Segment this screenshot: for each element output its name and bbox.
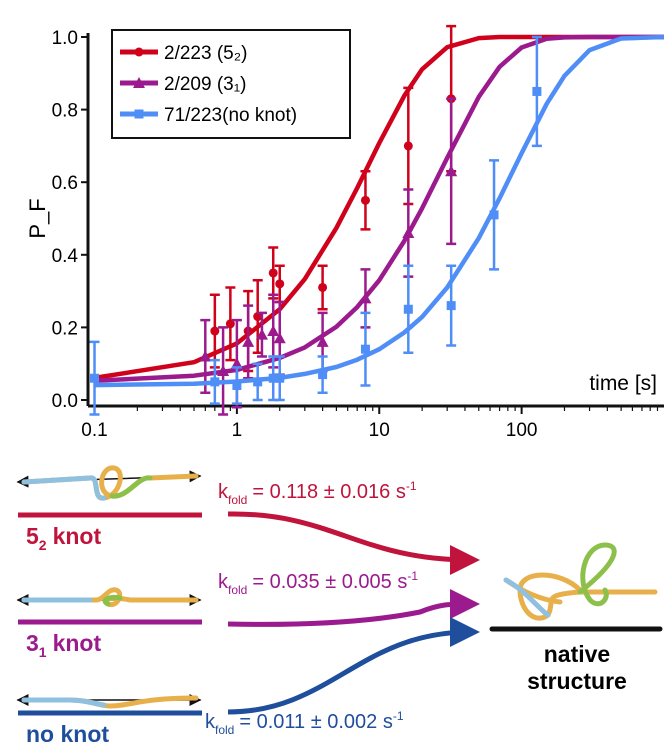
transition-arrow <box>227 511 480 575</box>
point <box>489 210 499 220</box>
point <box>255 328 268 340</box>
knot-label-main: 3 <box>26 630 39 656</box>
x-tick-label: 0.1 <box>81 420 107 441</box>
point <box>134 47 144 57</box>
point <box>360 344 370 354</box>
point <box>403 304 413 314</box>
knot-label: 31 knot <box>26 630 101 660</box>
y-axis-label: P_F <box>25 198 50 238</box>
rate-text: = 0.011 ± 0.002 s <box>239 711 393 733</box>
point <box>134 109 144 119</box>
y-tick-label: 0.4 <box>52 246 79 267</box>
point <box>268 373 278 383</box>
y-tick-label: 0.8 <box>52 101 78 122</box>
point <box>360 195 370 205</box>
point <box>253 312 263 322</box>
point <box>275 279 285 289</box>
point <box>359 292 372 304</box>
legend-label: 2/209 (3₁) <box>164 74 246 95</box>
point <box>402 227 415 239</box>
rate-sub: fold <box>215 723 234 737</box>
point <box>446 301 456 311</box>
point <box>225 319 235 329</box>
point <box>318 370 328 380</box>
rate-sub: fold <box>228 493 247 507</box>
point <box>210 377 220 387</box>
point <box>230 357 243 369</box>
rate-k: k <box>205 711 216 733</box>
point <box>232 380 242 390</box>
point <box>133 77 145 88</box>
point <box>210 326 220 336</box>
rate-sub: fold <box>228 583 247 597</box>
rate-sup: -1 <box>407 569 418 583</box>
point <box>253 377 263 387</box>
knot-label: 52 knot <box>26 523 101 553</box>
point <box>316 335 329 347</box>
point <box>445 165 458 177</box>
knot-sketches <box>16 465 663 709</box>
point <box>90 373 100 383</box>
rate-label: kfold = 0.011 ± 0.002 s-1 <box>205 709 404 737</box>
legend-label: 2/223 (5₂) <box>164 43 247 64</box>
point <box>268 268 278 278</box>
x-tick-label: 100 <box>506 420 538 441</box>
rate-k: k <box>218 571 229 593</box>
y-tick-label: 0.6 <box>52 173 78 194</box>
y-tick-label: 1.0 <box>52 28 78 49</box>
point <box>403 141 413 151</box>
knot-label-rest: knot <box>53 523 102 549</box>
point <box>217 364 230 376</box>
rate-sup: -1 <box>406 479 417 493</box>
rate-text: = 0.118 ± 0.016 s <box>252 481 406 503</box>
x-tick-label: 1 <box>232 420 243 441</box>
transition-arrow <box>227 589 480 627</box>
knot-label-sub: 1 <box>39 644 47 660</box>
point <box>267 325 280 337</box>
y-tick-label: 0.0 <box>52 391 78 412</box>
point <box>532 86 542 96</box>
point <box>199 350 212 362</box>
point <box>242 335 255 347</box>
x-tick-label: 10 <box>369 420 390 441</box>
knot-label-sub: 2 <box>39 537 47 553</box>
point <box>275 373 285 383</box>
rate-text: = 0.035 ± 0.005 s <box>252 571 407 593</box>
point <box>273 332 286 344</box>
knot-label-main: 5 <box>26 523 39 549</box>
knot-label-main: no knot <box>26 721 109 747</box>
native-label: structure <box>527 668 627 694</box>
rate-sup: -1 <box>393 709 404 723</box>
rate-label: kfold = 0.118 ± 0.016 s-1 <box>218 479 417 507</box>
rate-k: k <box>218 481 229 503</box>
knot-label-rest: knot <box>53 630 102 656</box>
rate-label: kfold = 0.035 ± 0.005 s-1 <box>218 569 418 597</box>
transition-arrow <box>227 617 480 715</box>
y-tick-label: 0.2 <box>52 318 78 339</box>
legend-label: 71/223(no knot) <box>164 105 297 126</box>
point <box>318 282 328 292</box>
x-axis-label: time [s] <box>589 372 657 395</box>
knot-label: no knot <box>26 721 109 747</box>
series <box>89 34 665 416</box>
native-label: native <box>544 641 610 667</box>
